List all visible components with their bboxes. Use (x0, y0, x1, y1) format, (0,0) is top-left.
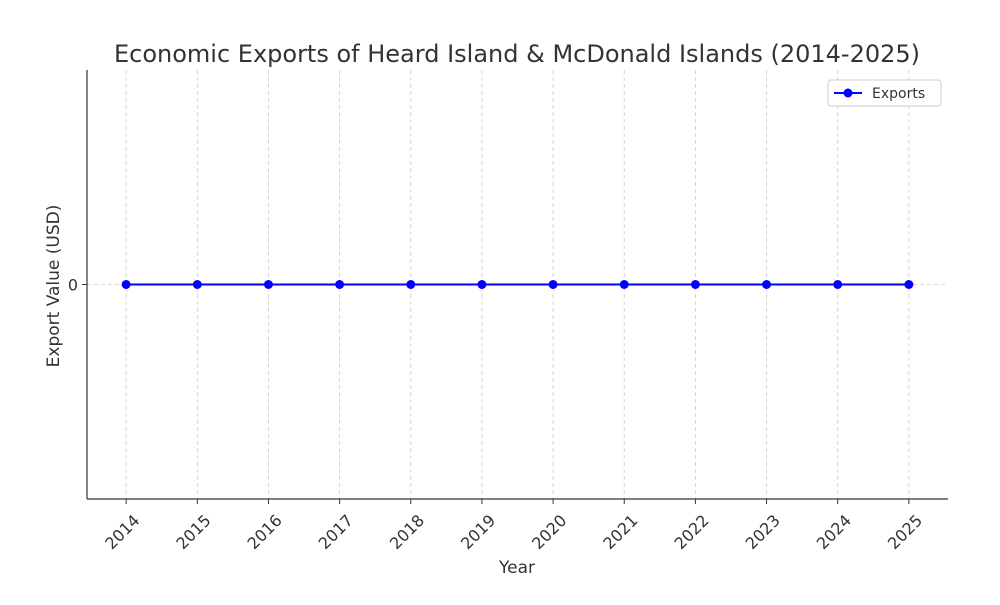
x-tick-label: 2021 (599, 511, 641, 553)
x-tick-label: 2022 (670, 511, 712, 553)
x-axis-label: Year (498, 558, 535, 578)
legend-label: Exports (872, 86, 925, 102)
chart-title: Economic Exports of Heard Island & McDon… (114, 40, 920, 68)
x-tick-label: 2016 (244, 511, 286, 553)
x-tick-label: 2018 (386, 511, 428, 553)
y-tick-label: 0 (68, 276, 78, 295)
marker (335, 280, 345, 289)
marker (263, 280, 273, 289)
x-tick-label: 2015 (172, 511, 214, 553)
marker (192, 280, 202, 289)
marker (619, 280, 629, 289)
marker (121, 280, 131, 289)
y-axis-label: Export Value (USD) (44, 205, 64, 368)
x-tick-label: 2023 (742, 511, 784, 553)
legend: Exports (827, 79, 942, 107)
legend-marker (843, 88, 853, 98)
marker (904, 280, 914, 289)
marker (690, 280, 700, 289)
marker (762, 280, 772, 289)
x-tick-label: 2019 (457, 511, 499, 553)
x-tick-label: 2024 (813, 511, 855, 553)
marker (548, 280, 558, 289)
legend-box (827, 79, 942, 107)
marker (477, 280, 487, 289)
x-tick-label: 2014 (101, 511, 143, 553)
x-tick-label: 2017 (315, 511, 357, 553)
marker (833, 280, 843, 289)
x-tick-label: 2020 (528, 511, 570, 553)
x-tick-label: 2025 (884, 511, 926, 553)
marker (406, 280, 416, 289)
